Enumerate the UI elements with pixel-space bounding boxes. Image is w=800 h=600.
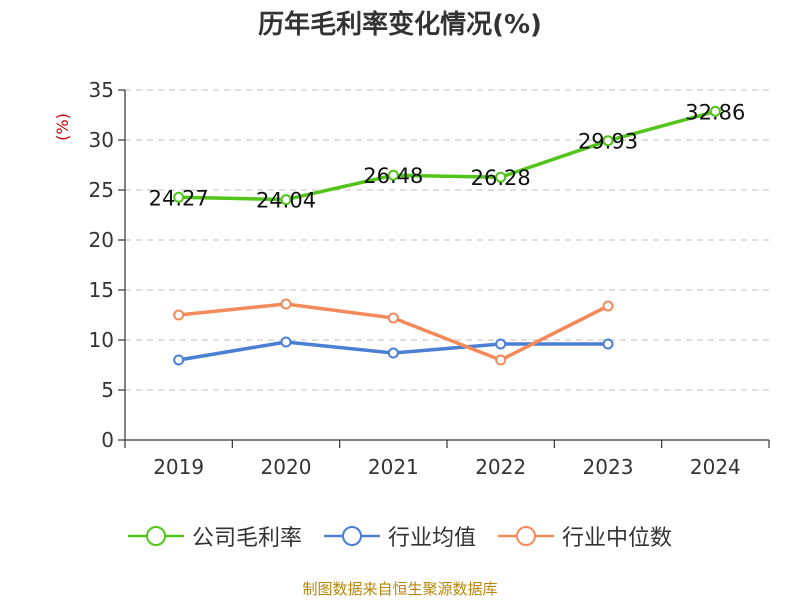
legend-label: 公司毛利率 (191, 526, 302, 551)
data-point (495, 338, 507, 350)
x-tick-label: 2024 (690, 455, 741, 479)
legend-swatch-marker (516, 526, 536, 546)
x-tick-label: 2019 (153, 455, 204, 479)
data-point (495, 354, 507, 366)
legend-swatch (127, 526, 184, 546)
legend-swatch-marker (341, 526, 362, 546)
data-labels: 24.27 24.04 26.48 26.28 29.93 32.86 (149, 100, 746, 212)
x-tick-label: 2020 (261, 455, 312, 479)
x-tick-label: 2021 (368, 455, 419, 479)
data-point (173, 191, 185, 203)
legend-swatch-marker (145, 526, 166, 546)
series-lines (173, 105, 721, 366)
legend-swatch (498, 526, 554, 546)
data-label: 26.48 (363, 164, 423, 188)
data-label: 24.27 (149, 186, 209, 210)
x-tick-label: 2022 (475, 455, 526, 479)
y-tick-label: 30 (89, 128, 114, 152)
legend-item[interactable]: 行业中位数 (498, 520, 672, 552)
data-point (173, 309, 185, 321)
data-label: 32.86 (685, 100, 745, 124)
data-point (602, 135, 614, 147)
y-tick-label: 25 (89, 178, 114, 202)
data-point (602, 338, 614, 350)
chart-title: 历年毛利率变化情况(%) (258, 10, 542, 40)
data-label: 26.28 (471, 166, 531, 190)
data-point (602, 300, 614, 312)
legend: 公司毛利率 行业均值 行业中位数 (0, 520, 800, 552)
data-point (495, 171, 507, 183)
x-tick-label: 2023 (583, 455, 634, 479)
data-point (280, 298, 292, 310)
y-tick-label: 0 (101, 428, 114, 452)
y-tick-label: 5 (101, 378, 114, 402)
source-note: 制图数据来自恒生聚源数据库 (302, 580, 498, 598)
data-point (387, 312, 399, 324)
legend-label: 行业中位数 (562, 526, 673, 551)
data-point (709, 105, 721, 117)
y-tick-label: 10 (89, 328, 114, 352)
data-point (387, 347, 399, 359)
data-point (280, 336, 292, 348)
y-axis-label: (%) (53, 113, 72, 141)
y-tick-label: 15 (89, 278, 114, 302)
axes: 0 5 10 15 20 25 30 35 2019 2020 2021 2022 2023 2024 (%… (53, 78, 770, 479)
y-tick-label: 20 (89, 228, 114, 252)
legend-item[interactable]: 公司毛利率 (127, 520, 302, 552)
data-label: 29.93 (578, 130, 638, 154)
data-point (280, 194, 292, 206)
grid-lines (125, 89, 769, 391)
legend-swatch (323, 526, 380, 546)
data-point (387, 169, 399, 181)
legend-label: 行业均值 (387, 526, 476, 551)
series-line (178, 109, 716, 202)
data-label: 24.04 (256, 189, 316, 213)
legend-item[interactable]: 行业均值 (323, 520, 476, 552)
data-point (173, 354, 185, 366)
y-tick-label: 35 (89, 78, 114, 102)
